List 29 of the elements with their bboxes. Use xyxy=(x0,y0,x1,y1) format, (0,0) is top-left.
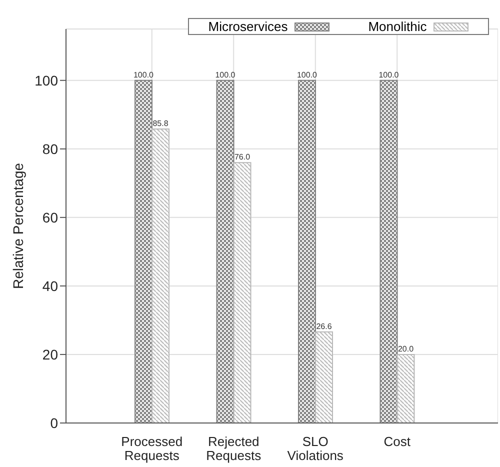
bar xyxy=(298,80,316,423)
y-tick-label: 20 xyxy=(42,346,58,362)
y-tick-label: 80 xyxy=(42,140,58,157)
y-tick-label: 100 xyxy=(34,72,58,88)
data-label: 100.0 xyxy=(133,70,154,80)
bar xyxy=(396,354,415,423)
data-label: 20.0 xyxy=(398,344,414,354)
y-tick-label: 60 xyxy=(42,209,58,226)
x-tick-label: SLO Violations xyxy=(287,434,344,463)
x-tick-label: Processed Requests xyxy=(121,434,183,463)
bar xyxy=(233,162,252,423)
data-label: 100.0 xyxy=(378,70,400,80)
legend-label: Monolithic xyxy=(368,19,428,34)
data-label: 26.6 xyxy=(316,322,332,331)
y-tick-label: 40 xyxy=(42,278,58,294)
y-axis-title: Relative Percentage xyxy=(10,162,26,290)
y-tick-label: 0 xyxy=(50,414,58,431)
bar xyxy=(216,80,234,423)
data-label: 100.0 xyxy=(215,70,236,80)
bar xyxy=(380,80,398,423)
x-tick-label: Rejected Requests xyxy=(206,434,262,463)
data-label: 76.0 xyxy=(234,152,251,162)
data-label: 85.8 xyxy=(152,119,169,128)
bar xyxy=(134,80,152,423)
bar xyxy=(315,331,333,423)
x-tick-label: Cost xyxy=(384,434,411,449)
bar xyxy=(152,128,170,423)
data-label: 100.0 xyxy=(296,70,318,80)
legend-label: Microservices xyxy=(208,19,289,34)
